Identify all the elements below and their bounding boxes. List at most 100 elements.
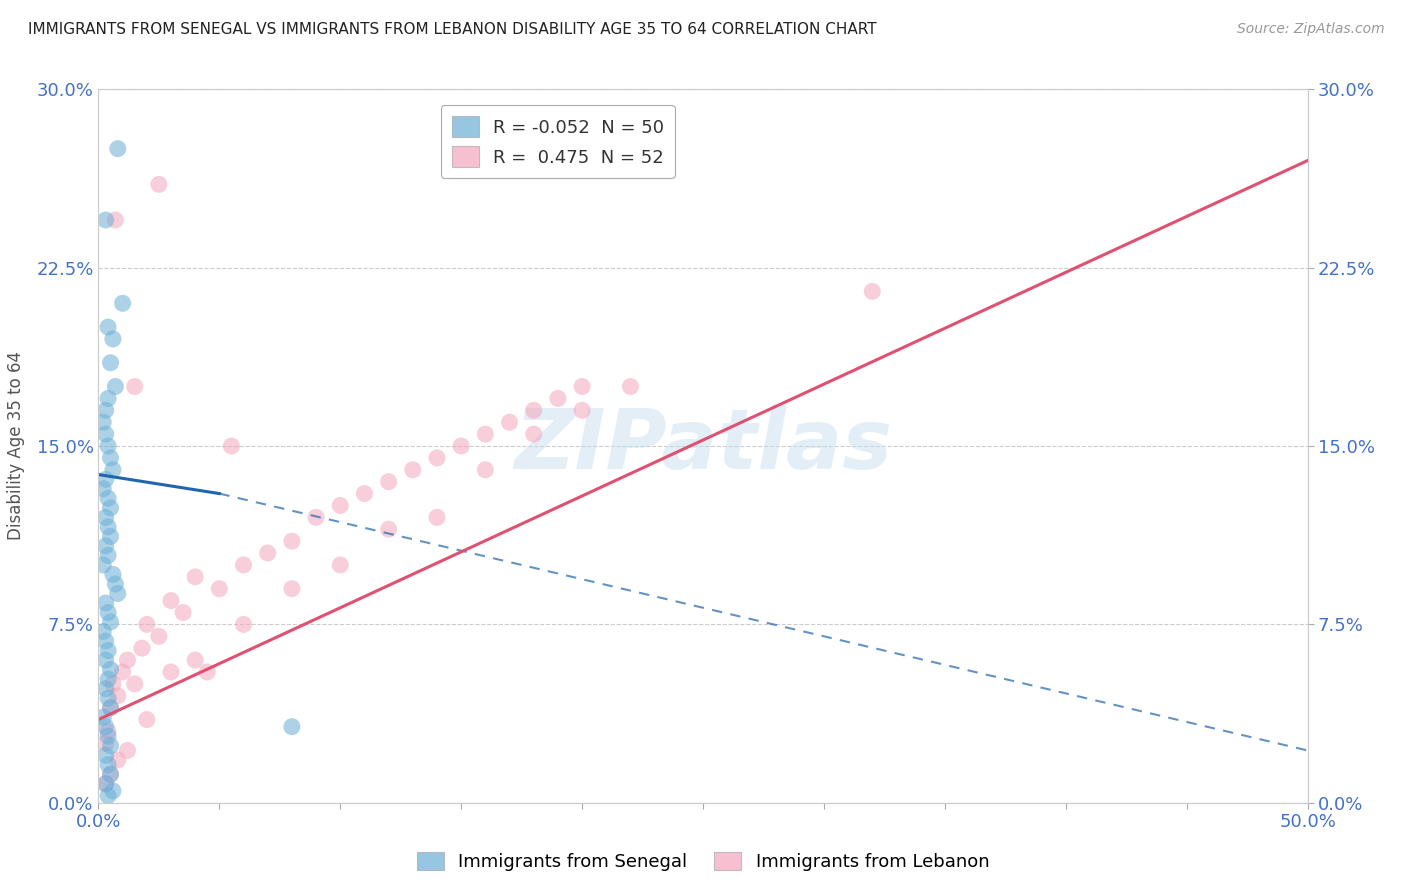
Point <box>91 624 114 639</box>
Point <box>94 777 117 791</box>
Point <box>94 748 117 763</box>
Point <box>97 757 120 772</box>
Point <box>97 392 120 406</box>
Point <box>94 539 117 553</box>
Point <box>111 665 134 679</box>
Point <box>107 586 129 600</box>
Point <box>94 681 117 696</box>
Point <box>377 522 399 536</box>
Point <box>91 710 114 724</box>
Point <box>100 663 122 677</box>
Point <box>91 415 114 429</box>
Point <box>94 634 117 648</box>
Point <box>107 142 129 156</box>
Text: Source: ZipAtlas.com: Source: ZipAtlas.com <box>1237 22 1385 37</box>
Point <box>94 213 117 227</box>
Text: IMMIGRANTS FROM SENEGAL VS IMMIGRANTS FROM LEBANON DISABILITY AGE 35 TO 64 CORRE: IMMIGRANTS FROM SENEGAL VS IMMIGRANTS FR… <box>28 22 877 37</box>
Point <box>100 700 122 714</box>
Point <box>860 285 883 299</box>
Point <box>281 534 304 549</box>
Point <box>184 570 207 584</box>
Point <box>450 439 472 453</box>
Point <box>111 296 134 310</box>
Point <box>426 450 449 465</box>
Legend: R = -0.052  N = 50, R =  0.475  N = 52: R = -0.052 N = 50, R = 0.475 N = 52 <box>441 105 675 178</box>
Point <box>353 486 375 500</box>
Point <box>97 729 120 743</box>
Point <box>100 739 122 753</box>
Point <box>101 784 124 798</box>
Point <box>172 606 194 620</box>
Point <box>100 767 122 781</box>
Point <box>97 643 120 657</box>
Point <box>101 463 124 477</box>
Point <box>135 617 157 632</box>
Point <box>498 415 520 429</box>
Point <box>100 615 122 629</box>
Point <box>97 606 120 620</box>
Point <box>104 577 127 591</box>
Point <box>195 665 218 679</box>
Point <box>94 653 117 667</box>
Point <box>100 767 122 781</box>
Point <box>256 546 278 560</box>
Point <box>97 491 120 506</box>
Point <box>100 529 122 543</box>
Point <box>305 510 328 524</box>
Point <box>97 724 120 739</box>
Point <box>94 510 117 524</box>
Point <box>426 510 449 524</box>
Point <box>97 549 120 563</box>
Point <box>160 593 183 607</box>
Point <box>100 450 122 465</box>
Point <box>184 653 207 667</box>
Point <box>97 789 120 803</box>
Point <box>104 213 127 227</box>
Point <box>97 320 120 334</box>
Point <box>148 629 170 643</box>
Point <box>107 689 129 703</box>
Point <box>94 596 117 610</box>
Point <box>571 379 593 393</box>
Point <box>97 439 120 453</box>
Point <box>523 403 546 417</box>
Point <box>117 743 139 757</box>
Point <box>547 392 569 406</box>
Point <box>148 178 170 192</box>
Point <box>101 677 124 691</box>
Legend: Immigrants from Senegal, Immigrants from Lebanon: Immigrants from Senegal, Immigrants from… <box>409 845 997 879</box>
Point <box>91 558 114 572</box>
Point <box>402 463 425 477</box>
Point <box>117 653 139 667</box>
Point <box>100 700 122 714</box>
Point <box>208 582 231 596</box>
Point <box>101 567 124 582</box>
Point <box>619 379 641 393</box>
Point <box>94 472 117 486</box>
Point <box>91 482 114 496</box>
Point <box>221 439 243 453</box>
Point <box>124 379 146 393</box>
Point <box>571 403 593 417</box>
Point <box>97 691 120 706</box>
Point <box>100 500 122 515</box>
Point <box>94 427 117 442</box>
Point <box>135 713 157 727</box>
Point <box>101 332 124 346</box>
Point <box>97 672 120 686</box>
Point <box>94 736 117 750</box>
Text: ZIPatlas: ZIPatlas <box>515 406 891 486</box>
Point <box>377 475 399 489</box>
Point <box>107 753 129 767</box>
Point <box>329 499 352 513</box>
Point <box>232 558 254 572</box>
Y-axis label: Disability Age 35 to 64: Disability Age 35 to 64 <box>7 351 25 541</box>
Point <box>281 582 304 596</box>
Point <box>104 379 127 393</box>
Point <box>160 665 183 679</box>
Point <box>329 558 352 572</box>
Point <box>100 356 122 370</box>
Point <box>131 641 153 656</box>
Point <box>474 427 496 442</box>
Point <box>523 427 546 442</box>
